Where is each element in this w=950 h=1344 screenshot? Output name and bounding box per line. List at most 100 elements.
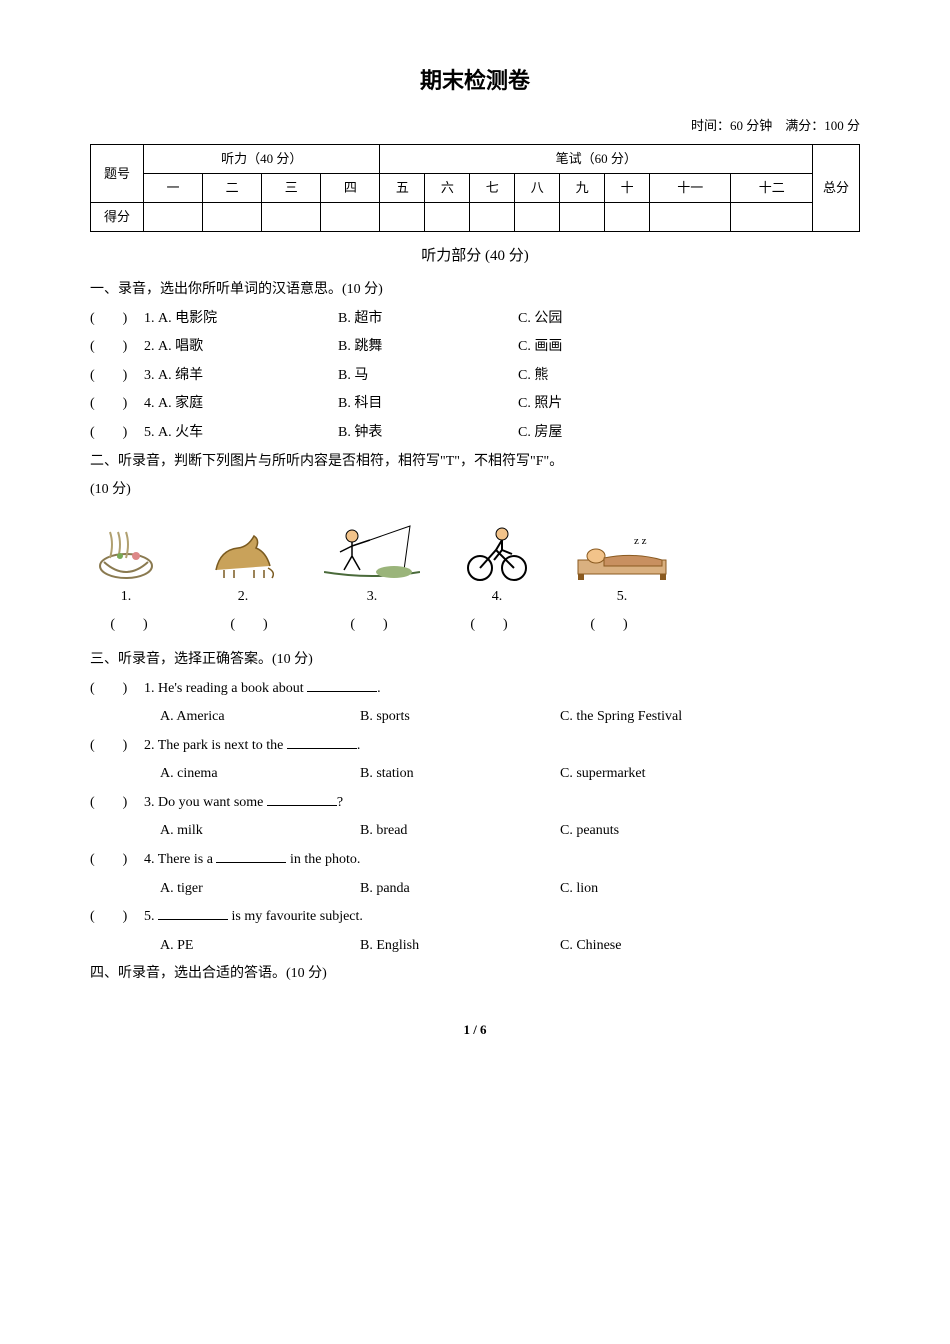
answer-blank[interactable]: ( ) (90, 733, 144, 760)
sec1-item: ( )1. A. 电影院B. 超市C. 公园 (90, 306, 860, 333)
option-b: B. sports (360, 704, 560, 731)
option-c: C. 公园 (518, 306, 562, 333)
option-b: B. English (360, 933, 560, 960)
col: 八 (515, 174, 560, 203)
option-a: A. 唱歌 (158, 334, 338, 361)
option-b: B. 跳舞 (338, 334, 518, 361)
stem-text: . (357, 738, 361, 753)
sec3-item-options: A. milkB. breadC. peanuts (90, 818, 860, 845)
fill-blank[interactable] (287, 734, 357, 749)
option-a: A. 家庭 (158, 391, 338, 418)
sec3-item-options: A. tigerB. pandaC. lion (90, 876, 860, 903)
sec1-title: 一、录音，选出你所听单词的汉语意思。(10 分) (90, 277, 860, 304)
col: 四 (321, 174, 380, 203)
fill-blank[interactable] (158, 905, 228, 920)
col: 二 (203, 174, 262, 203)
sec4-title: 四、听录音，选出合适的答语。(10 分) (90, 961, 860, 988)
stem-text: . (377, 681, 381, 696)
img-num: 4. (492, 589, 503, 604)
stem-text: is my favourite subject. (228, 909, 363, 924)
answer-blank[interactable]: ( ) (90, 420, 144, 447)
fishing-icon (324, 518, 420, 582)
option-a: A. 火车 (158, 420, 338, 447)
col: 五 (380, 174, 425, 203)
option-b: B. station (360, 761, 560, 788)
exam-meta: 时间：60 分钟 满分：100 分 (90, 114, 860, 139)
sec1-item: ( )3. A. 绵羊B. 马C. 熊 (90, 363, 860, 390)
fill-blank[interactable] (267, 791, 337, 806)
option-c: C. 画画 (518, 334, 562, 361)
score-table: 题号 听力（40 分） 笔试（60 分） 总分 一 二 三 四 五 六 七 八 … (90, 144, 860, 232)
option-a: A. tiger (160, 876, 360, 903)
fill-blank[interactable] (216, 848, 286, 863)
answer-blank[interactable]: ( ) (90, 363, 144, 390)
option-a: A. 绵羊 (158, 363, 338, 390)
img-num: 5. (617, 589, 628, 604)
answer-blank[interactable]: ( ) (90, 676, 144, 703)
answer-blank[interactable]: ( ) (90, 790, 144, 817)
option-b: B. 钟表 (338, 420, 518, 447)
sec1-item: ( )4. A. 家庭B. 科目C. 照片 (90, 391, 860, 418)
option-c: C. lion (560, 881, 598, 896)
stem-text: He's reading a book about (158, 681, 307, 696)
fill-blank[interactable] (307, 677, 377, 692)
item-number: 3. (144, 368, 158, 383)
noodles-icon (90, 522, 162, 582)
row-label-2: 得分 (91, 203, 144, 232)
col: 十 (605, 174, 650, 203)
answer-blank[interactable]: ( ) (90, 612, 168, 639)
sec1-item: ( )5. A. 火车B. 钟表C. 房屋 (90, 420, 860, 447)
sec3-item-options: A. AmericaB. sportsC. the Spring Festiva… (90, 704, 860, 731)
answer-blank[interactable]: ( ) (90, 391, 144, 418)
answer-blank[interactable]: ( ) (90, 904, 144, 931)
stem-text: The park is next to the (158, 738, 287, 753)
answer-blank[interactable]: ( ) (90, 306, 144, 333)
page-number: 1 / 6 (90, 1018, 860, 1043)
answer-blank[interactable]: ( ) (210, 612, 288, 639)
item-number: 1. (144, 681, 158, 696)
img-num: 3. (367, 589, 378, 604)
listening-part-header: 听力部分 (40 分) (90, 242, 860, 271)
answer-blank[interactable]: ( ) (570, 612, 648, 639)
col: 三 (262, 174, 321, 203)
svg-text:z z: z z (634, 535, 647, 547)
sec2-points: (10 分) (90, 477, 860, 504)
image-row: 1. 2. 3. 4. (90, 518, 860, 611)
answer-blank[interactable]: ( ) (90, 847, 144, 874)
item-number: 3. (144, 795, 158, 810)
option-c: C. supermarket (560, 766, 646, 781)
option-b: B. bread (360, 818, 560, 845)
sec3-item-stem: ( )5. is my favourite subject. (90, 904, 860, 931)
answer-blank[interactable]: ( ) (90, 334, 144, 361)
option-c: C. the Spring Festival (560, 709, 682, 724)
stem-text: There is a (158, 852, 217, 867)
option-a: A. cinema (160, 761, 360, 788)
option-a: A. 电影院 (158, 306, 338, 333)
option-c: C. 房屋 (518, 420, 562, 447)
option-a: A. America (160, 704, 360, 731)
option-b: B. 科目 (338, 391, 518, 418)
option-c: C. peanuts (560, 823, 619, 838)
col: 一 (144, 174, 203, 203)
stem-text: in the photo. (286, 852, 360, 867)
sec3-item-stem: ( )2. The park is next to the . (90, 733, 860, 760)
img-num: 2. (238, 589, 249, 604)
item-number: 4. (144, 852, 158, 867)
item-number: 2. (144, 738, 158, 753)
sec3-item-stem: ( )4. There is a in the photo. (90, 847, 860, 874)
item-number: 4. (144, 396, 158, 411)
option-b: B. 超市 (338, 306, 518, 333)
sec2-title: 二、听录音，判断下列图片与所听内容是否相符，相符写"T"，不相符写"F"。 (90, 449, 860, 476)
cycling-icon (462, 522, 532, 582)
written-header: 笔试（60 分） (380, 145, 813, 174)
exam-title: 期末检测卷 (90, 60, 860, 102)
item-number: 2. (144, 339, 158, 354)
stem-text: ? (337, 795, 343, 810)
option-b: B. panda (360, 876, 560, 903)
sec3-item-stem: ( )3. Do you want some ? (90, 790, 860, 817)
col: 七 (470, 174, 515, 203)
item-number: 5. (144, 425, 158, 440)
answer-blank[interactable]: ( ) (330, 612, 408, 639)
answer-blank[interactable]: ( ) (450, 612, 528, 639)
col: 九 (560, 174, 605, 203)
